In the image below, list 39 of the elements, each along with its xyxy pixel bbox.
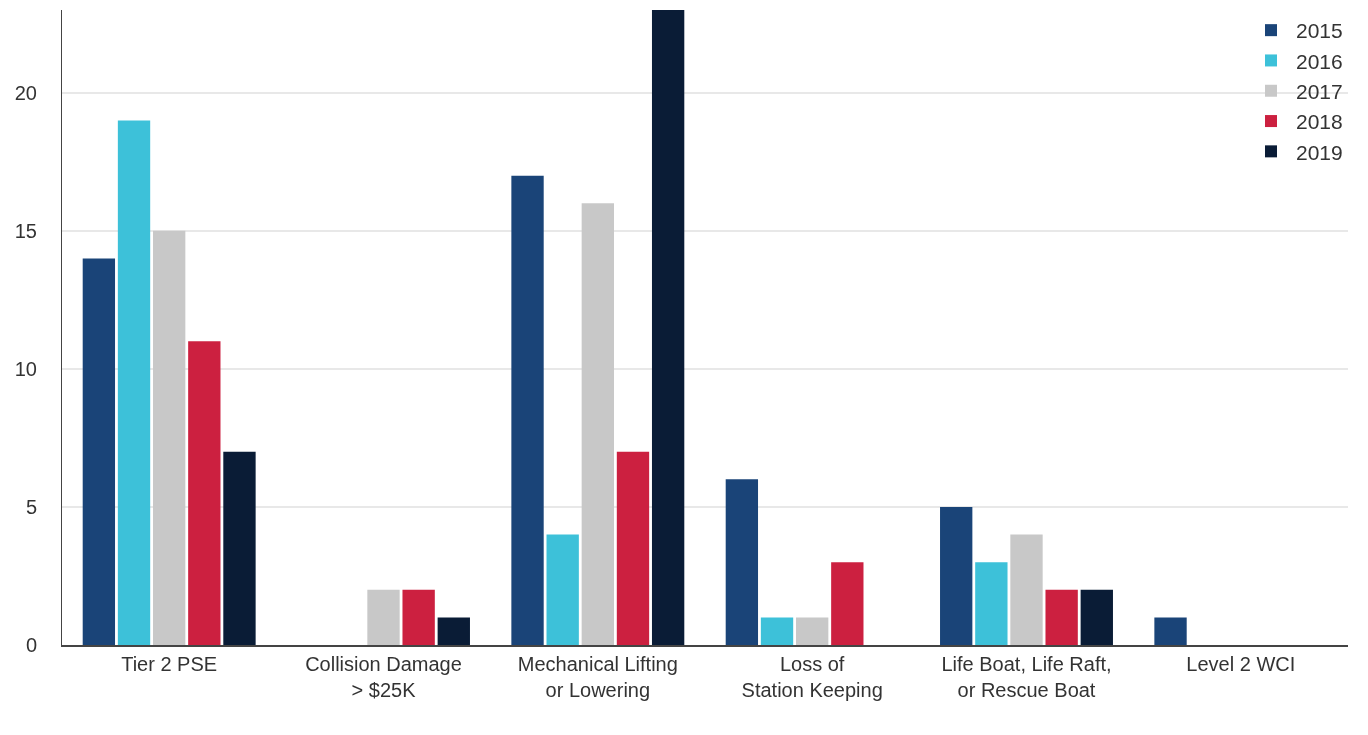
bar <box>581 203 614 645</box>
bar <box>760 617 794 645</box>
x-tick-label: Life Boat, Life Raft, or Rescue Boat <box>941 653 1112 701</box>
y-tick-label: 0 <box>25 634 37 656</box>
bar <box>1080 589 1113 645</box>
bar <box>188 341 221 645</box>
legend-label: 2015 <box>1296 19 1343 43</box>
bar <box>1010 534 1043 645</box>
bar <box>616 451 650 645</box>
bar <box>367 589 400 645</box>
bar <box>153 230 186 645</box>
legend-label: 2017 <box>1296 79 1343 103</box>
y-tick-label: 20 <box>14 81 37 104</box>
bar <box>437 617 470 645</box>
bar <box>975 562 1008 645</box>
y-tick-label: 10 <box>14 357 37 380</box>
bar <box>725 479 759 645</box>
legend-label: 2019 <box>1296 140 1343 164</box>
bar <box>831 562 864 645</box>
legend-label: 2016 <box>1296 49 1343 73</box>
bar <box>1154 617 1187 645</box>
bar <box>796 617 829 645</box>
bar <box>223 451 256 645</box>
bar <box>511 175 544 645</box>
x-tick-label: Loss of Station Keeping <box>741 653 883 701</box>
bar <box>402 589 435 645</box>
bar <box>1045 589 1078 645</box>
x-tick-label: Level 2 WCI <box>1186 653 1296 675</box>
y-tick-label: 15 <box>14 219 37 242</box>
bar <box>651 10 685 645</box>
bar <box>117 120 151 645</box>
bar <box>82 258 116 645</box>
x-tick-label: Tier 2 PSE <box>121 653 218 675</box>
legend-label: 2018 <box>1296 110 1343 134</box>
bar <box>940 506 973 645</box>
y-tick-label: 5 <box>25 495 37 518</box>
bar <box>546 534 579 645</box>
x-tick-label: Mechanical Lifting or Lowering <box>517 653 678 701</box>
x-tick-label: Collision Damage > $25K <box>305 653 462 701</box>
